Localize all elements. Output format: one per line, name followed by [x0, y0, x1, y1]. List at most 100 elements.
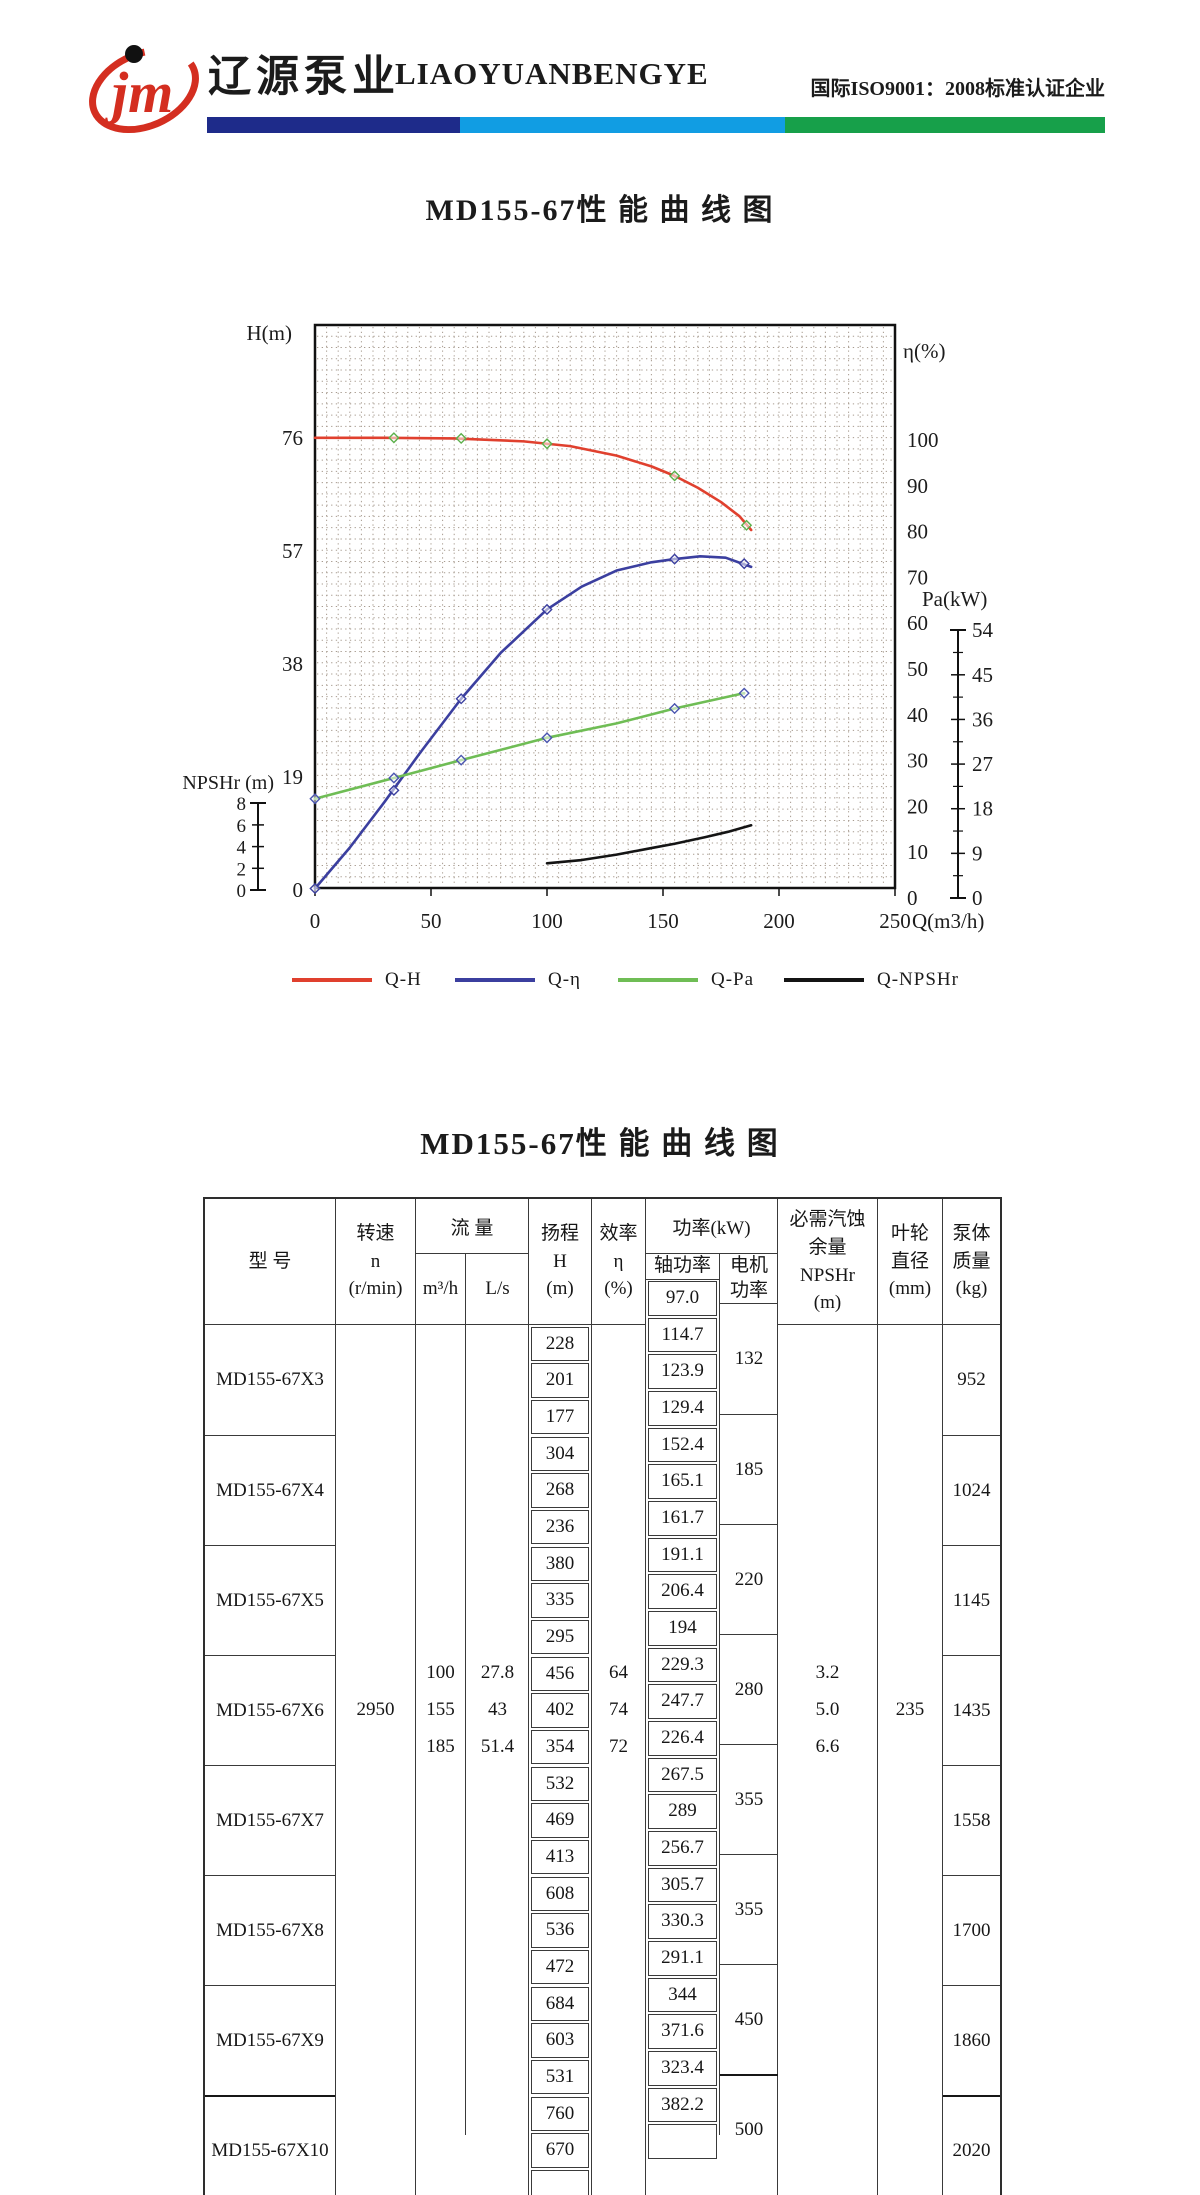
svg-text:27: 27 — [972, 752, 993, 776]
header-efficiency: 效率 η (%) — [592, 1199, 645, 1325]
shaft-power-cell: 206.4 — [648, 1574, 717, 1609]
shaft-power-cell: 267.5 — [648, 1757, 717, 1793]
col-flow-group: 流 量 m³/h 100 155 185 L/s 27.8 43 51.4 — [416, 1199, 529, 2195]
flow-ls-value: 27.8 — [480, 1662, 515, 1684]
header-mass: 泵体 质量 (kg) — [943, 1199, 1000, 1325]
model-cell: MD155-67X5 — [205, 1545, 335, 1655]
legend-swatch — [618, 978, 698, 982]
head-cell: 236 — [531, 1509, 589, 1544]
col-flow-ls: L/s 27.8 43 51.4 — [466, 1254, 529, 2135]
model-cell: MD155-67X4 — [205, 1435, 335, 1545]
flow-ls-value: 43 — [488, 1699, 507, 1720]
header-impeller: 叶轮 直径 (mm) — [878, 1199, 942, 1325]
motor-power-cell: 355 — [720, 1744, 778, 1854]
header-head: 扬程 H (m) — [529, 1199, 591, 1325]
svg-text:8: 8 — [237, 794, 247, 815]
performance-table: 型 号 MD155-67X3 MD155-67X4 MD155-67X5 MD155-… — [203, 1197, 1002, 2195]
head-cells: 228 201 177 304 268 236 380 335 295 456 402 354 532 4… — [529, 1325, 591, 2195]
head-cell: 177 — [531, 1399, 589, 1434]
header-model: 型 号 — [205, 1199, 335, 1325]
shaft-power-cell: 114.7 — [648, 1317, 717, 1353]
svg-text:60: 60 — [907, 611, 928, 635]
shaft-power-cell: 161.7 — [648, 1501, 717, 1536]
head-cell: 295 — [531, 1619, 589, 1654]
head-block: 304 268 236 — [529, 1435, 591, 1545]
head-cell: 268 — [531, 1473, 589, 1508]
svg-text:10: 10 — [907, 840, 928, 864]
head-cell: 413 — [531, 1839, 589, 1874]
iso-certification-text: 国际ISO9001：2008标准认证企业 — [810, 78, 1105, 100]
efficiency-value: 64 — [609, 1662, 628, 1684]
model-cells: MD155-67X3 MD155-67X4 MD155-67X5 MD155-67X6… — [205, 1325, 335, 2195]
marker-Q-Pa — [738, 687, 750, 699]
marker-Q-Pa — [668, 702, 681, 715]
col-model: 型 号 MD155-67X3 MD155-67X4 MD155-67X5 MD155-… — [205, 1199, 336, 2195]
brand-name-pinyin: LIAOYUANBENGYE — [395, 56, 709, 91]
svg-text:NPSHr (m): NPSHr (m) — [182, 772, 274, 794]
marker-Q-Pa — [455, 754, 467, 766]
shaft-power-cell: 226.4 — [648, 1721, 717, 1756]
svg-text:150: 150 — [647, 909, 679, 933]
shaft-block: 129.4 152.4 165.1 — [646, 1390, 719, 1500]
header-flow-m3h: m³/h — [416, 1254, 465, 1325]
head-block: 608 536 472 — [529, 1875, 591, 1985]
bar-segment-navy — [207, 117, 460, 133]
shaft-power-cells: 97.0 114.7 123.9 129.4 152.4 165.1 161.7 191.1 2… — [646, 1280, 719, 2160]
model-cell: MD155-67X7 — [205, 1765, 335, 1875]
col-speed: 转速 n (r/min) 2950 — [336, 1199, 416, 2195]
legend-label: Q-H — [385, 969, 422, 990]
bar-segment-blue — [460, 117, 785, 133]
shaft-power-cell: 123.9 — [648, 1354, 717, 1389]
speed-value: 2950 — [356, 1699, 395, 1720]
shaft-block: 161.7 191.1 206.4 — [646, 1500, 719, 1610]
shaft-power-cell: 256.7 — [648, 1831, 717, 1866]
motor-power-cell: 500 — [720, 2074, 778, 2184]
svg-text:Pa(kW): Pa(kW) — [922, 587, 987, 611]
table-title: MD155-67性 能 曲 线 图 — [420, 1126, 780, 1161]
head-cell: 760 — [531, 2096, 589, 2131]
npshr-values: 3.2 5.0 6.6 — [778, 1655, 877, 1765]
head-cell: 380 — [531, 1546, 589, 1581]
shaft-power-cell: 97.0 — [648, 1281, 717, 1316]
marker-Q-η — [738, 558, 750, 570]
shaft-power-cell: 152.4 — [648, 1427, 717, 1463]
shaft-power-cell: 382.2 — [648, 2087, 717, 2123]
svg-text:80: 80 — [907, 520, 928, 544]
svg-text:50: 50 — [907, 657, 928, 681]
curve-Q-η — [313, 555, 753, 890]
legend-item-Q-H: Q-H — [292, 969, 422, 991]
shaft-power-cell: 323.4 — [648, 2051, 717, 2086]
mass-cells: 952 1024 1145 1435 1558 1700 1860 2020 — [943, 1325, 1000, 2195]
bar-segment-green — [785, 117, 1105, 133]
svg-text:100: 100 — [907, 428, 939, 452]
impeller-value: 235 — [895, 1699, 925, 1720]
svg-text:36: 36 — [972, 707, 993, 731]
header-speed: 转速 n (r/min) — [336, 1199, 415, 1325]
head-cell: 469 — [531, 1803, 589, 1838]
head-cell: 531 — [531, 2059, 589, 2094]
shaft-power-cell: 191.1 — [648, 1537, 717, 1573]
curve-Q-Pa — [313, 691, 746, 801]
head-cell: 472 — [531, 1949, 589, 1984]
svg-text:50: 50 — [421, 909, 442, 933]
motor-power-cell: 280 — [720, 1634, 778, 1744]
svg-text:30: 30 — [907, 749, 928, 773]
npshr-value: 3.2 — [815, 1662, 840, 1684]
plot-border — [313, 323, 897, 890]
flow-m3h-value: 185 — [426, 1735, 455, 1757]
svg-text:9: 9 — [972, 841, 983, 865]
logo-swoosh: jm — [89, 45, 199, 134]
head-cell: 456 — [531, 1656, 589, 1691]
marker-Q-Pa — [388, 772, 400, 784]
model-cell: MD155-67X10 — [205, 2095, 335, 2195]
header-color-bar — [207, 117, 1105, 133]
col-shaft-power: 轴功率 97.0 114.7 123.9 129.4 152.4 165.1 161.7 19… — [646, 1254, 720, 2159]
mass-cell: 1435 — [943, 1655, 1000, 1765]
mass-cell: 1700 — [943, 1875, 1000, 1985]
flow-m3h-values: 100 155 185 — [416, 1655, 465, 1765]
header-flow: 流 量 — [416, 1199, 528, 1254]
marker-Q-η — [541, 603, 553, 616]
marker-Q-η — [388, 784, 400, 797]
motor-power-cell: 355 — [720, 1854, 778, 1964]
